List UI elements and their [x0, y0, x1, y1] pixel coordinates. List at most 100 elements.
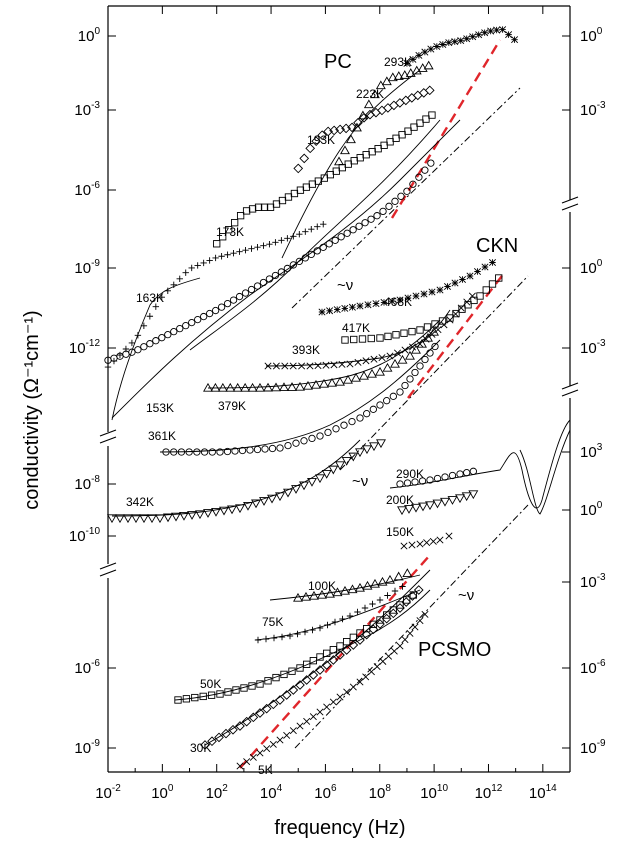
series-label-75K: 75K [262, 615, 283, 629]
data-point [359, 370, 369, 380]
data-point [439, 40, 447, 49]
data-point [176, 275, 183, 282]
data-point [248, 712, 259, 723]
data-point [362, 580, 373, 590]
data-point [341, 645, 352, 655]
data-point [337, 233, 345, 241]
data-point [447, 496, 458, 505]
data-point [315, 665, 325, 675]
data-point [341, 336, 349, 344]
data-point [425, 501, 435, 511]
data-point [326, 171, 334, 179]
data-point [390, 647, 398, 655]
data-point [429, 537, 437, 545]
data-point [413, 585, 424, 595]
data-point [385, 652, 393, 660]
data-point [219, 506, 229, 516]
y-tick-label-right: 10-9 [580, 738, 606, 757]
data-point [404, 294, 412, 302]
data-point [290, 189, 299, 198]
data-point [213, 240, 221, 248]
data-point [335, 650, 345, 660]
data-point [347, 122, 357, 133]
data-point [325, 240, 333, 248]
data-point [158, 334, 166, 342]
data-point [372, 300, 380, 308]
data-point [335, 461, 345, 471]
data-point [284, 235, 291, 242]
data-point [397, 192, 405, 200]
data-point [268, 444, 277, 453]
trace-4 [162, 342, 439, 456]
data-point [457, 37, 465, 45]
data-point [139, 514, 149, 524]
data-point [269, 740, 277, 748]
data-point [295, 680, 305, 690]
data-point [316, 708, 324, 716]
data-point [432, 499, 443, 509]
data-point [170, 327, 178, 336]
y-tick-label-left: 10-3 [74, 100, 100, 119]
data-point [266, 203, 275, 211]
data-point [221, 728, 231, 739]
data-point [440, 321, 448, 329]
data-point [409, 55, 417, 63]
data-point [374, 145, 382, 153]
data-point [332, 167, 340, 175]
y-tick-label-right: 100 [580, 258, 603, 277]
series-label-50K: 50K [200, 677, 221, 691]
series-153K [104, 159, 435, 364]
x-tick-label: 106 [314, 783, 337, 802]
trace-0 [318, 258, 497, 316]
data-point [461, 492, 472, 502]
data-point [404, 127, 412, 135]
data-point [401, 381, 409, 390]
data-point [348, 452, 359, 462]
data-point [146, 340, 154, 348]
data-point [468, 490, 479, 500]
data-point [236, 762, 244, 770]
data-point [349, 683, 357, 691]
data-point [283, 731, 291, 739]
data-point [356, 302, 364, 310]
data-point [421, 48, 429, 56]
data-point [123, 514, 133, 524]
data-point [328, 655, 339, 665]
data-point [253, 282, 262, 290]
data-point [376, 334, 384, 342]
data-point [396, 601, 404, 609]
data-point [487, 27, 495, 35]
data-point [411, 344, 421, 354]
data-point [210, 382, 221, 392]
data-point [428, 111, 436, 119]
trace-13 [236, 610, 429, 770]
data-point [308, 434, 316, 443]
data-point [364, 301, 372, 309]
data-point [308, 180, 317, 188]
data-point [223, 299, 232, 308]
data-point [152, 337, 160, 345]
data-point [227, 505, 237, 515]
data-point [505, 31, 513, 39]
data-point [343, 638, 351, 646]
data-point [331, 236, 339, 244]
series-labels: 163K 153K 173K 193K 223K 293K 468K 417K 393K 379K… [126, 55, 424, 777]
data-point [340, 145, 350, 155]
data-point [351, 122, 362, 132]
data-point [354, 358, 362, 366]
data-point [251, 499, 261, 509]
x-tick-label: 100 [151, 783, 174, 802]
data-point [229, 296, 238, 304]
axis-breaks [99, 196, 579, 577]
data-point [423, 323, 432, 331]
y-tick-label-left: 10-6 [74, 658, 100, 677]
data-point [259, 497, 269, 506]
data-point [299, 153, 310, 164]
data-point [400, 542, 408, 550]
data-point [390, 358, 400, 368]
data-point [397, 506, 407, 516]
data-point [333, 306, 341, 314]
data-point [426, 476, 434, 484]
series-label-193K: 193K [307, 133, 335, 147]
data-point [446, 314, 454, 322]
